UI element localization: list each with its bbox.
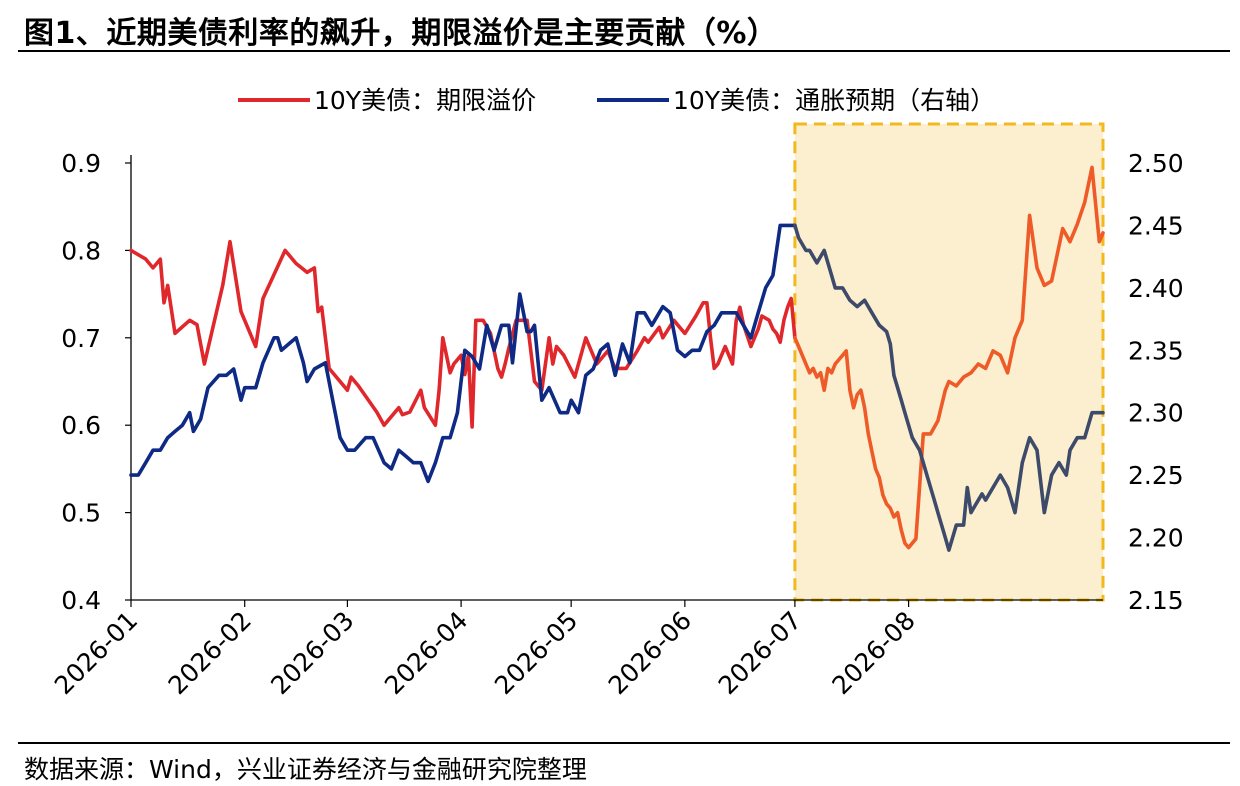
y-left-tick-label: 0.7: [61, 324, 101, 353]
term-premium-line: [129, 239, 797, 429]
source-note: 数据来源：Wind，兴业证券经济与金融研究院整理: [24, 755, 587, 784]
term-premium-legend-label: 10Y美债：期限溢价: [314, 86, 536, 115]
breakeven-line-highlight: [793, 223, 1105, 552]
y-left-tick-label: 0.8: [61, 236, 101, 265]
chart-title: 图1、近期美债利率的飙升，期限溢价是主要贡献（%）: [24, 16, 778, 51]
y-right-tick-label: 2.35: [1128, 336, 1184, 365]
x-tick-label: 2026-04: [379, 606, 473, 700]
source-divider: [18, 742, 1230, 744]
highlight-box: [793, 122, 1105, 602]
y-right-tick-label: 2.25: [1128, 461, 1184, 490]
title-divider: [18, 50, 1230, 52]
x-tick-label: 2026-06: [603, 606, 697, 700]
x-tick-label: 2026-07: [713, 606, 807, 700]
y-right-tick-label: 2.50: [1128, 149, 1184, 178]
x-tick-label: 2026-02: [163, 606, 257, 700]
y-right-tick-label: 2.40: [1128, 274, 1184, 303]
y-right-tick-label: 2.15: [1128, 586, 1184, 615]
x-tick-label: 2026-03: [265, 606, 359, 700]
x-tick-label: 2026-01: [49, 606, 143, 700]
y-left-tick-label: 0.5: [61, 499, 101, 528]
y-left-tick-label: 0.4: [61, 586, 101, 615]
chart-legend: 10Y美债：期限溢价 10Y美债：通胀预期（右轴）: [238, 86, 995, 115]
x-tick-label: 2026-08: [826, 606, 920, 700]
breakeven-line: [129, 223, 797, 484]
term-premium-line-highlight: [793, 165, 1105, 550]
breakeven-legend-label: 10Y美债：通胀预期（右轴）: [673, 86, 995, 115]
x-tick-label: 2026-05: [489, 606, 583, 700]
y-right-tick-label: 2.30: [1128, 399, 1184, 428]
y-left-tick-label: 0.6: [61, 411, 101, 440]
y-right-tick-label: 2.45: [1128, 211, 1184, 240]
y-left-tick-label: 0.9: [61, 149, 101, 178]
chart-lines: [129, 165, 1105, 552]
y-right-tick-label: 2.20: [1128, 524, 1184, 553]
highlight-region: [793, 122, 1105, 602]
